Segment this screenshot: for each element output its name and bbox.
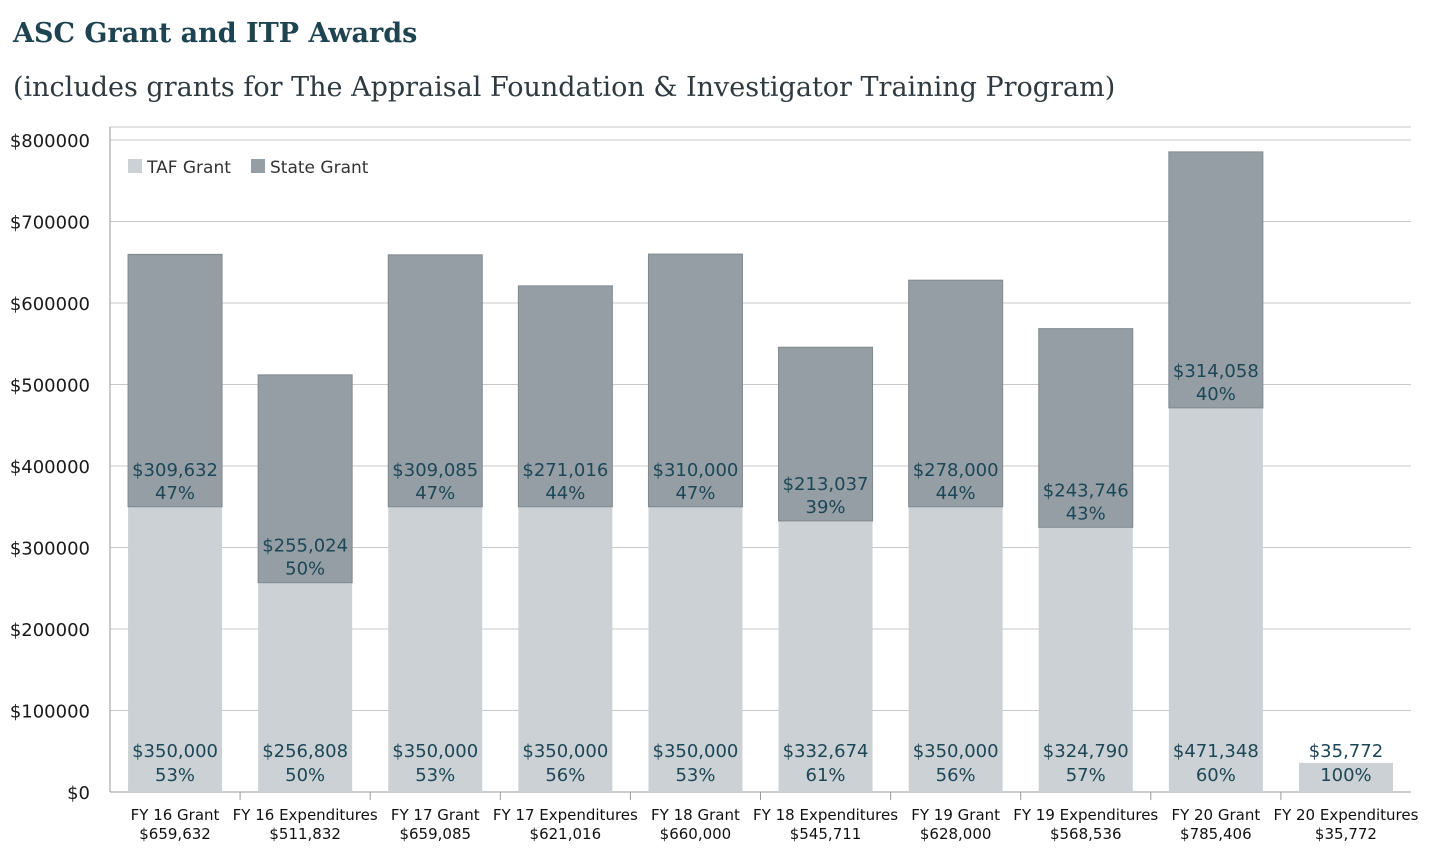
state-pct-label: 47% [155, 483, 195, 504]
category-total-label: $35,772 [1315, 825, 1377, 843]
taf-pct-label: 56% [936, 765, 976, 786]
taf-pct-label: 100% [1320, 765, 1371, 786]
category-total-label: $659,632 [139, 825, 211, 843]
category-label: FY 18 Grant [651, 806, 740, 824]
taf-pct-label: 56% [545, 765, 585, 786]
bar-state-grant [778, 346, 874, 522]
category-label: FY 17 Grant [391, 806, 480, 824]
state-pct-label: 40% [1196, 384, 1236, 405]
taf-value-label: $256,808 [262, 741, 348, 762]
taf-value-label: $350,000 [392, 741, 478, 762]
category-label: FY 17 Expenditures [493, 806, 638, 824]
taf-value-label: $350,000 [522, 741, 608, 762]
legend-swatch-taf [128, 159, 142, 173]
category-label: FY 20 Grant [1171, 806, 1260, 824]
bar-taf-grant [908, 506, 1003, 792]
state-value-label: $213,037 [783, 474, 869, 495]
bar-state-grant [387, 254, 483, 508]
chart-title: ASC Grant and ITP Awards [13, 18, 418, 49]
y-tick-label: $600000 [10, 294, 90, 315]
category-total-label: $660,000 [660, 825, 732, 843]
y-tick-label: $500000 [10, 376, 90, 397]
bar-taf-grant [518, 506, 613, 792]
taf-pct-label: 50% [285, 765, 325, 786]
category-total-label: $785,406 [1180, 825, 1252, 843]
taf-value-label: $350,000 [132, 741, 218, 762]
bars [127, 151, 1393, 792]
state-value-label: $314,058 [1173, 361, 1259, 382]
bar-taf-grant [258, 582, 353, 792]
category-label: FY 20 Expenditures [1273, 806, 1418, 824]
state-pct-label: 47% [415, 483, 455, 504]
y-tick-label: $400000 [10, 457, 90, 478]
bar-taf-grant [128, 506, 223, 792]
state-value-label: $271,016 [522, 460, 608, 481]
bar-taf-grant [648, 506, 743, 792]
category-label: FY 16 Grant [131, 806, 220, 824]
taf-pct-label: 60% [1196, 765, 1236, 786]
bar-taf-grant [1168, 407, 1263, 792]
taf-pct-label: 61% [806, 765, 846, 786]
state-value-label: $310,000 [653, 460, 739, 481]
taf-value-label: $332,674 [783, 741, 869, 762]
y-tick-label: $0 [67, 783, 90, 804]
taf-value-label: $324,790 [1043, 741, 1129, 762]
chart-subtitle: (includes grants for The Appraisal Found… [13, 72, 1116, 103]
y-tick-label: $800000 [10, 131, 90, 152]
taf-pct-label: 53% [155, 765, 195, 786]
category-total-label: $511,832 [269, 825, 341, 843]
category-total-label: $659,085 [399, 825, 471, 843]
legend-swatch-state [251, 159, 265, 173]
state-pct-label: 50% [285, 559, 325, 580]
y-tick-label: $300000 [10, 539, 90, 560]
category-labels: FY 16 Grant$659,632 FY 16 Expenditures$51… [131, 806, 1419, 843]
state-value-label: $243,746 [1043, 480, 1129, 501]
category-label: FY 16 Expenditures [233, 806, 378, 824]
legend: TAF Grant State Grant [128, 158, 369, 178]
y-tick-label: $200000 [10, 620, 90, 641]
state-pct-label: 39% [806, 497, 846, 518]
taf-value-label: $471,348 [1173, 741, 1259, 762]
state-pct-label: 44% [936, 483, 976, 504]
state-value-label: $309,085 [392, 460, 478, 481]
category-total-label: $568,536 [1050, 825, 1122, 843]
bar-state-grant [517, 285, 613, 508]
state-pct-label: 44% [545, 483, 585, 504]
bar-state-grant [127, 253, 223, 508]
state-pct-label: 43% [1066, 503, 1106, 524]
category-total-label: $545,711 [790, 825, 862, 843]
bar-taf-grant [1038, 527, 1133, 792]
axes: $0 $100000 $200000 $300000 $400000 $500000 $60… [10, 127, 1411, 804]
bar-state-grant [908, 279, 1004, 508]
category-total-label: $621,016 [530, 825, 602, 843]
taf-pct-label: 53% [675, 765, 715, 786]
state-value-label: $278,000 [913, 460, 999, 481]
legend-label-state: State Grant [270, 158, 369, 178]
taf-pct-label: 57% [1066, 765, 1106, 786]
taf-value-label: $350,000 [913, 741, 999, 762]
state-value-label: $309,632 [132, 460, 218, 481]
taf-value-label: $350,000 [653, 741, 739, 762]
bar-state-grant [257, 374, 353, 584]
legend-label-taf: TAF Grant [146, 158, 231, 178]
category-label: FY 18 Expenditures [753, 806, 898, 824]
bar-taf-grant [388, 506, 483, 792]
data-labels: $350,00053%$309,63247%$256,80850%$255,02… [132, 361, 1383, 786]
state-value-label: $255,024 [262, 536, 348, 557]
category-label: FY 19 Expenditures [1013, 806, 1158, 824]
category-total-label: $628,000 [920, 825, 992, 843]
taf-value-label: $35,772 [1309, 741, 1383, 762]
category-label: FY 19 Grant [911, 806, 1000, 824]
y-tick-label: $700000 [10, 213, 90, 234]
bar-state-grant [1038, 328, 1134, 528]
taf-pct-label: 53% [415, 765, 455, 786]
bar-taf-grant [1298, 762, 1393, 792]
state-pct-label: 47% [675, 483, 715, 504]
bar-taf-grant [778, 520, 873, 792]
y-tick-label: $100000 [10, 702, 90, 723]
bar-state-grant [1168, 151, 1264, 409]
bar-state-grant [647, 253, 743, 508]
